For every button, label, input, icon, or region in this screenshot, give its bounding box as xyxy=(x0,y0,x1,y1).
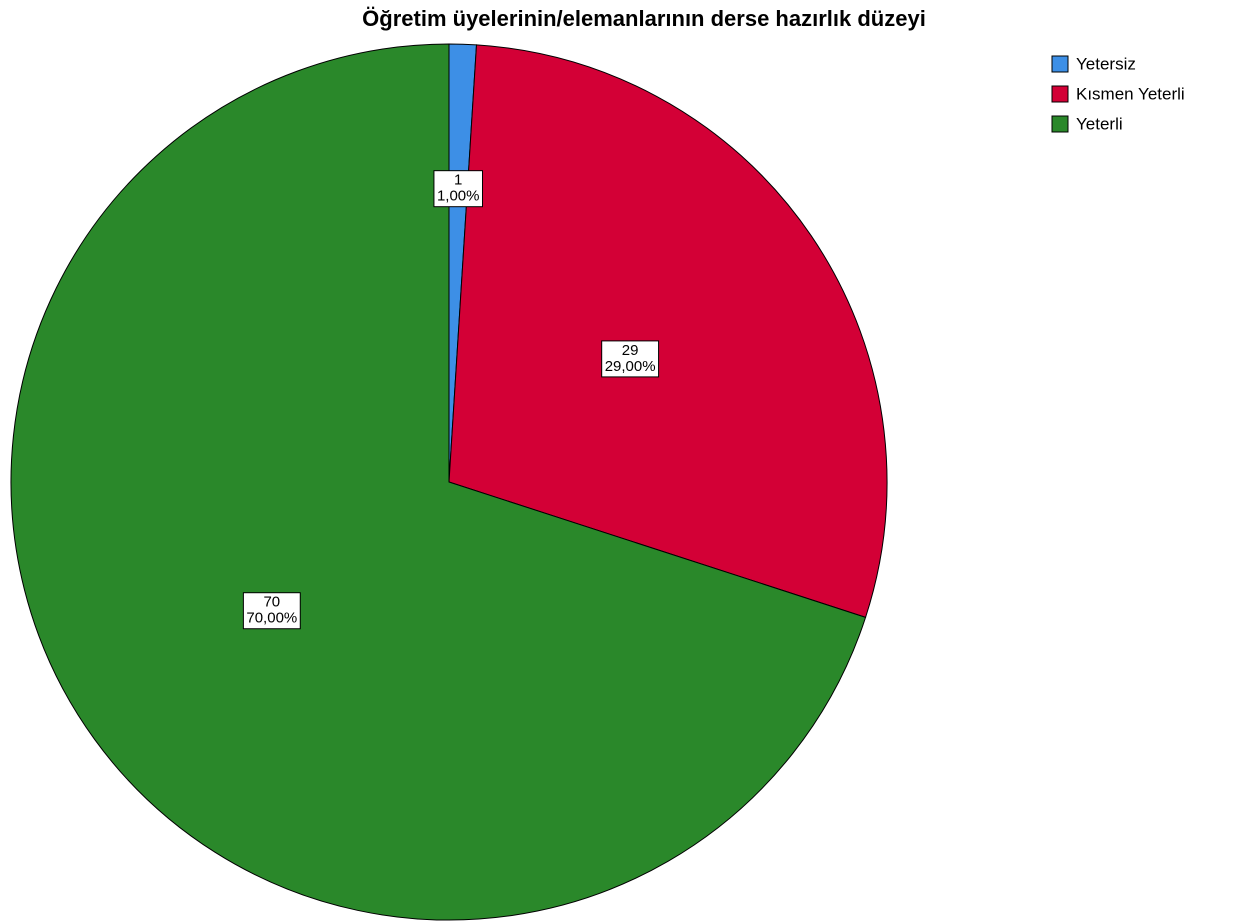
legend-label: Kısmen Yeterli xyxy=(1076,84,1185,103)
legend-label: Yetersiz xyxy=(1076,54,1136,73)
data-label-count: 1 xyxy=(454,172,462,189)
legend-swatch xyxy=(1051,55,1069,73)
chart-title: Öğretim üyelerinin/elemanlarının derse h… xyxy=(362,6,926,31)
legend-swatch xyxy=(1051,115,1069,133)
pie-slice xyxy=(10,43,867,921)
data-label-percent: 70,00% xyxy=(246,610,297,627)
data-label-count: 29 xyxy=(622,342,639,359)
pie-slice xyxy=(448,44,888,618)
legend-label: Yeterli xyxy=(1076,114,1123,133)
data-label: 11,00% xyxy=(433,170,483,208)
data-label-box xyxy=(433,170,483,208)
data-label-percent: 1,00% xyxy=(437,188,480,205)
data-label-count: 70 xyxy=(263,594,280,611)
data-label-box xyxy=(242,592,301,630)
data-label-box xyxy=(601,340,660,378)
data-label-percent: 29,00% xyxy=(605,358,656,375)
legend-swatch xyxy=(1051,85,1069,103)
